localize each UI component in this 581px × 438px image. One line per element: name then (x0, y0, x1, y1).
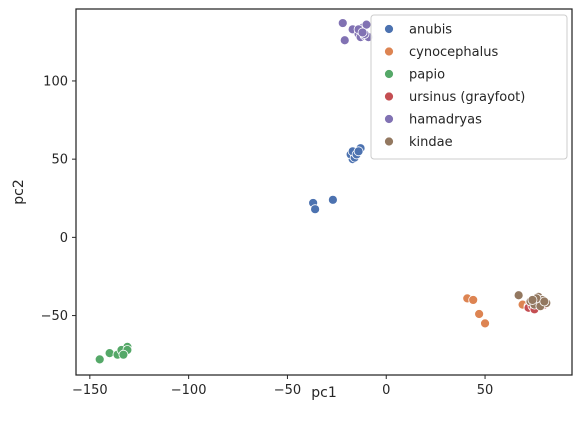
data-point-kindae (527, 295, 538, 305)
points-layer (94, 18, 552, 365)
legend-marker (384, 114, 394, 124)
ticks-layer: −150 −100 −50 0 50 −50 0 50 100 (41, 74, 494, 398)
x-axis-label: pc1 (311, 385, 337, 401)
data-point-anubis (310, 204, 321, 215)
data-point-anubis (327, 194, 338, 205)
data-point-papio (94, 354, 105, 365)
legend-label: hamadryas (409, 113, 482, 128)
data-point-cynocephalus (474, 309, 485, 319)
y-tick-label: 50 (51, 153, 68, 168)
legend-label: ursinus (grayfoot) (409, 90, 525, 105)
x-tick-label: 50 (477, 383, 494, 398)
legend-marker (384, 24, 394, 34)
legend: anubis cynocephalus papio ursinus (grayfoot… (370, 14, 568, 160)
legend-marker (384, 136, 394, 147)
legend-label: papio (409, 68, 445, 83)
data-point-papio (104, 348, 115, 359)
legend-label: anubis (409, 23, 452, 38)
legend-box (370, 14, 568, 160)
y-axis-label: pc2 (11, 179, 27, 205)
legend-label: cynocephalus (409, 45, 498, 60)
data-point-hamadryas (339, 35, 350, 46)
data-point-kindae (539, 296, 550, 307)
x-tick-label: −50 (274, 383, 301, 398)
x-tick-label: −150 (72, 383, 108, 398)
data-point-anubis (353, 146, 364, 157)
data-point-kindae (513, 290, 524, 301)
data-point-hamadryas (337, 18, 348, 28)
legend-marker (384, 91, 394, 102)
y-tick-label: 100 (43, 74, 68, 89)
data-point-hamadryas (357, 27, 368, 38)
x-tick-label: −100 (171, 383, 207, 398)
y-tick-label: −50 (41, 309, 68, 324)
y-tick-label: 0 (60, 231, 68, 246)
data-point-cynocephalus (468, 295, 479, 305)
legend-label: kindae (409, 135, 453, 150)
data-point-cynocephalus (480, 318, 490, 329)
plot-frame (75, 8, 573, 376)
legend-marker (384, 46, 394, 57)
data-point-papio (118, 349, 129, 360)
x-tick-label: 0 (382, 383, 390, 398)
legend-marker (384, 69, 394, 79)
